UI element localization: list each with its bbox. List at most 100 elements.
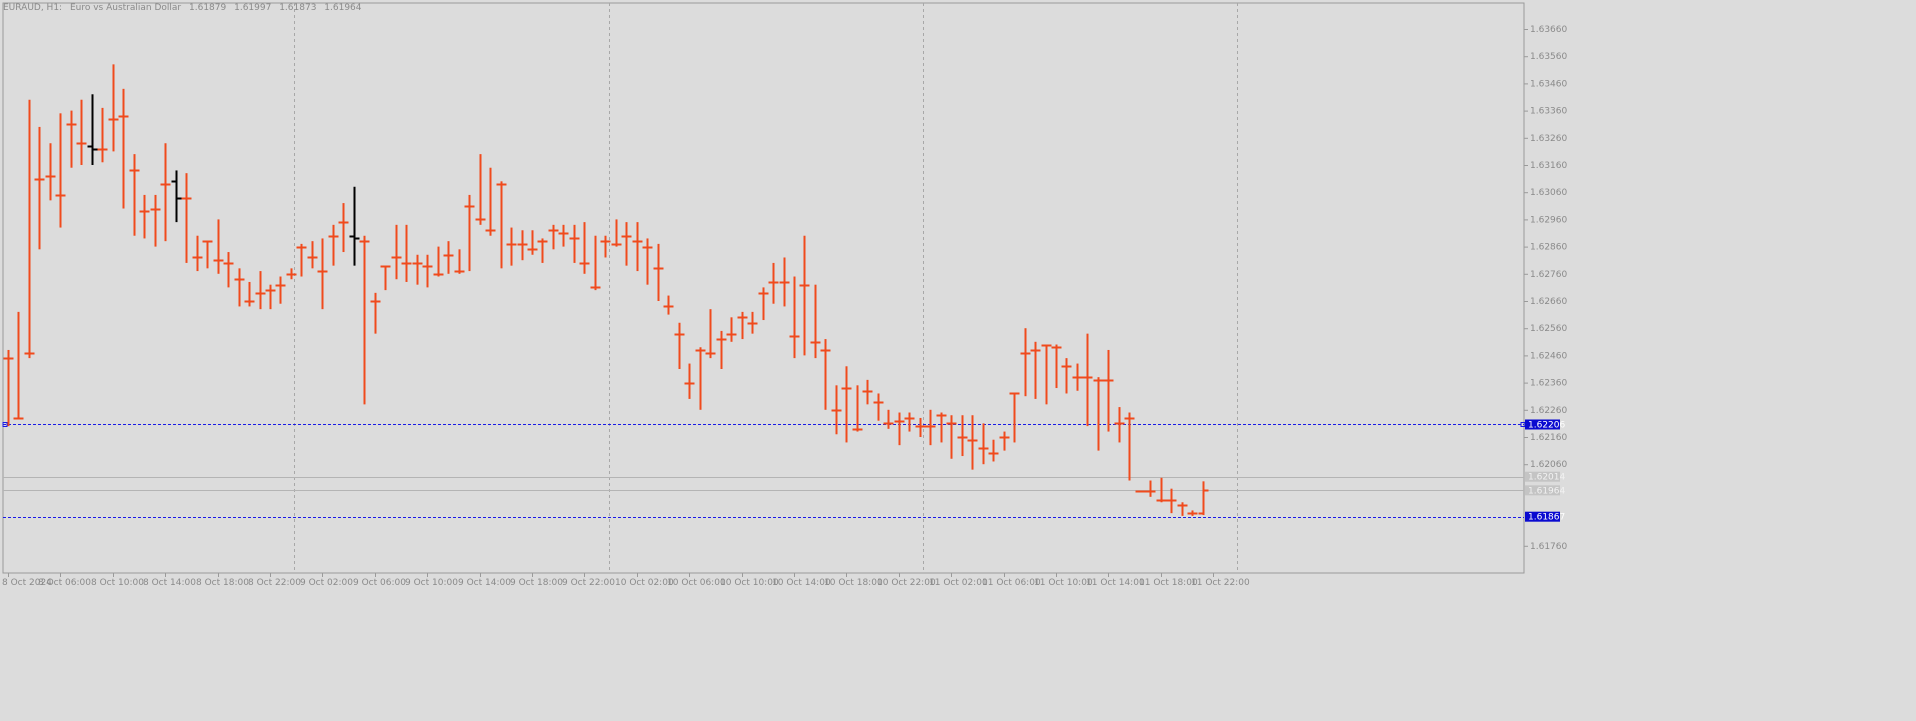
- ohlc-bar: [286, 268, 297, 280]
- y-tick-label: 1.62460: [1530, 351, 1567, 361]
- x-tick-label: 9 Oct 02:00: [300, 578, 353, 588]
- price-level-label: 1.61964: [1528, 486, 1565, 496]
- ohlc-bar: [13, 311, 24, 420]
- ohlc-bar: [223, 252, 234, 288]
- ohlc-bar: [883, 409, 894, 429]
- x-tick-label: 9 Oct 22:00: [562, 578, 615, 588]
- y-tick-label: 1.63260: [1530, 134, 1567, 144]
- x-tick-label: 8 Oct 14:00: [143, 578, 196, 588]
- x-tick-label: 11 Oct 22:00: [1191, 578, 1250, 588]
- ohlc-bar: [275, 276, 286, 304]
- ohlc-bar: [454, 249, 465, 274]
- ohlc-bar: [213, 219, 224, 274]
- ohlc-bar: [820, 339, 831, 410]
- plot-frame: [2, 2, 1525, 574]
- ohlc-bar: [97, 107, 108, 163]
- y-tick-label: 1.63460: [1530, 79, 1567, 89]
- ohlc-bar: [307, 241, 318, 269]
- x-tick-label: 11 Oct 06:00: [982, 578, 1041, 588]
- x-tick-label: 11 Oct 02:00: [929, 578, 988, 588]
- ohlc-bar: [862, 379, 873, 405]
- ohlc-bar: [1145, 480, 1156, 497]
- ohlc-bar: [1093, 377, 1104, 451]
- ohlc-bar: [999, 431, 1010, 451]
- y-tick-label: 1.63360: [1530, 107, 1567, 117]
- ohlc-bar: [936, 412, 947, 443]
- ohlc-bar: [255, 271, 266, 310]
- price-level-badge: [1525, 419, 1560, 430]
- price-level-label: 1.61867: [1528, 513, 1565, 523]
- ohlc-bar: [202, 240, 213, 269]
- ohlc-bar: [653, 243, 664, 301]
- level-handle-left: [2, 422, 8, 427]
- ohlc-bar: [24, 99, 35, 359]
- ohlc-bar: [391, 224, 402, 280]
- ohlc-bar: [590, 235, 601, 291]
- ohlc-bar: [506, 227, 517, 266]
- ohlc-bar: [244, 281, 255, 307]
- ohlc-bar: [716, 330, 727, 369]
- ohlc-bar: [967, 415, 978, 470]
- ohlc-bar: [537, 238, 548, 263]
- y-tick-label: 1.62060: [1530, 460, 1567, 470]
- y-tick-label: 1.62560: [1530, 324, 1567, 334]
- ohlc-bar: [485, 167, 496, 236]
- ohlc-bar: [957, 415, 968, 457]
- ohlc-bar: [1177, 502, 1188, 516]
- ohlc-bar: [642, 238, 653, 285]
- ohlc-bar: [852, 385, 863, 432]
- ohlc-bar: [401, 224, 412, 282]
- y-tick-label: 1.61760: [1530, 542, 1567, 552]
- ohlc-bar: [1135, 490, 1146, 493]
- ohlc-bar: [349, 186, 360, 266]
- y-tick-label: 1.62260: [1530, 406, 1567, 416]
- ohlc-bar: [55, 113, 66, 228]
- ohlc-bar: [1082, 333, 1093, 427]
- ohlc-bar: [160, 143, 171, 242]
- ohlc-bar: [139, 194, 150, 239]
- ohlc-bar: [799, 235, 810, 356]
- ohlc-bar: [370, 292, 381, 334]
- ohlc-bar: [841, 366, 852, 443]
- x-tick-label: 10 Oct 10:00: [720, 578, 779, 588]
- x-tick-label: 10 Oct 22:00: [877, 578, 936, 588]
- y-tick-label: 1.63660: [1530, 25, 1567, 35]
- ohlc-bar: [705, 309, 716, 359]
- ohlc-bar: [1009, 392, 1020, 443]
- ohlc-bar: [1051, 344, 1062, 389]
- ohlc-bar: [579, 222, 590, 274]
- ohlc-bar: [45, 143, 56, 201]
- ohlc-bar: [978, 423, 989, 465]
- price-level-badge: [1525, 485, 1560, 496]
- ohlc-bar: [789, 276, 800, 359]
- ohlc-bar: [873, 393, 884, 421]
- price-level-label: 1.62014: [1528, 473, 1565, 483]
- ohlc-bar: [611, 219, 622, 247]
- ohlc-bar: [1020, 328, 1031, 397]
- x-tick-label: 10 Oct 02:00: [615, 578, 674, 588]
- y-tick-label: 1.62360: [1530, 379, 1567, 389]
- ohlc-bar: [338, 203, 349, 253]
- ohlc-bar: [464, 194, 475, 272]
- ohlc-bar: [946, 415, 957, 459]
- price-level-label: 1.62206: [1528, 420, 1565, 430]
- ohlc-bar: [1124, 412, 1135, 481]
- ohlc-bar: [296, 243, 307, 277]
- ohlc-bar: [496, 181, 507, 269]
- ohlc-bar: [87, 94, 98, 165]
- y-tick-label: 1.62960: [1530, 215, 1567, 225]
- y-tick-label: 1.62660: [1530, 297, 1567, 307]
- x-tick-label: 8 Oct 10:00: [91, 578, 144, 588]
- ohlc-bar: [1166, 488, 1177, 514]
- ohlc-bar: [76, 99, 87, 165]
- ohlc-bar: [1030, 341, 1041, 399]
- x-tick-label: 8 Oct 18:00: [196, 578, 249, 588]
- ohlc-bar: [726, 317, 737, 342]
- ohlc-bar: [3, 349, 14, 427]
- ohlc-bar: [1198, 481, 1209, 516]
- ohlc-bar: [412, 254, 423, 285]
- ohlc-bar: [674, 322, 685, 369]
- ohlc-bar: [558, 224, 569, 247]
